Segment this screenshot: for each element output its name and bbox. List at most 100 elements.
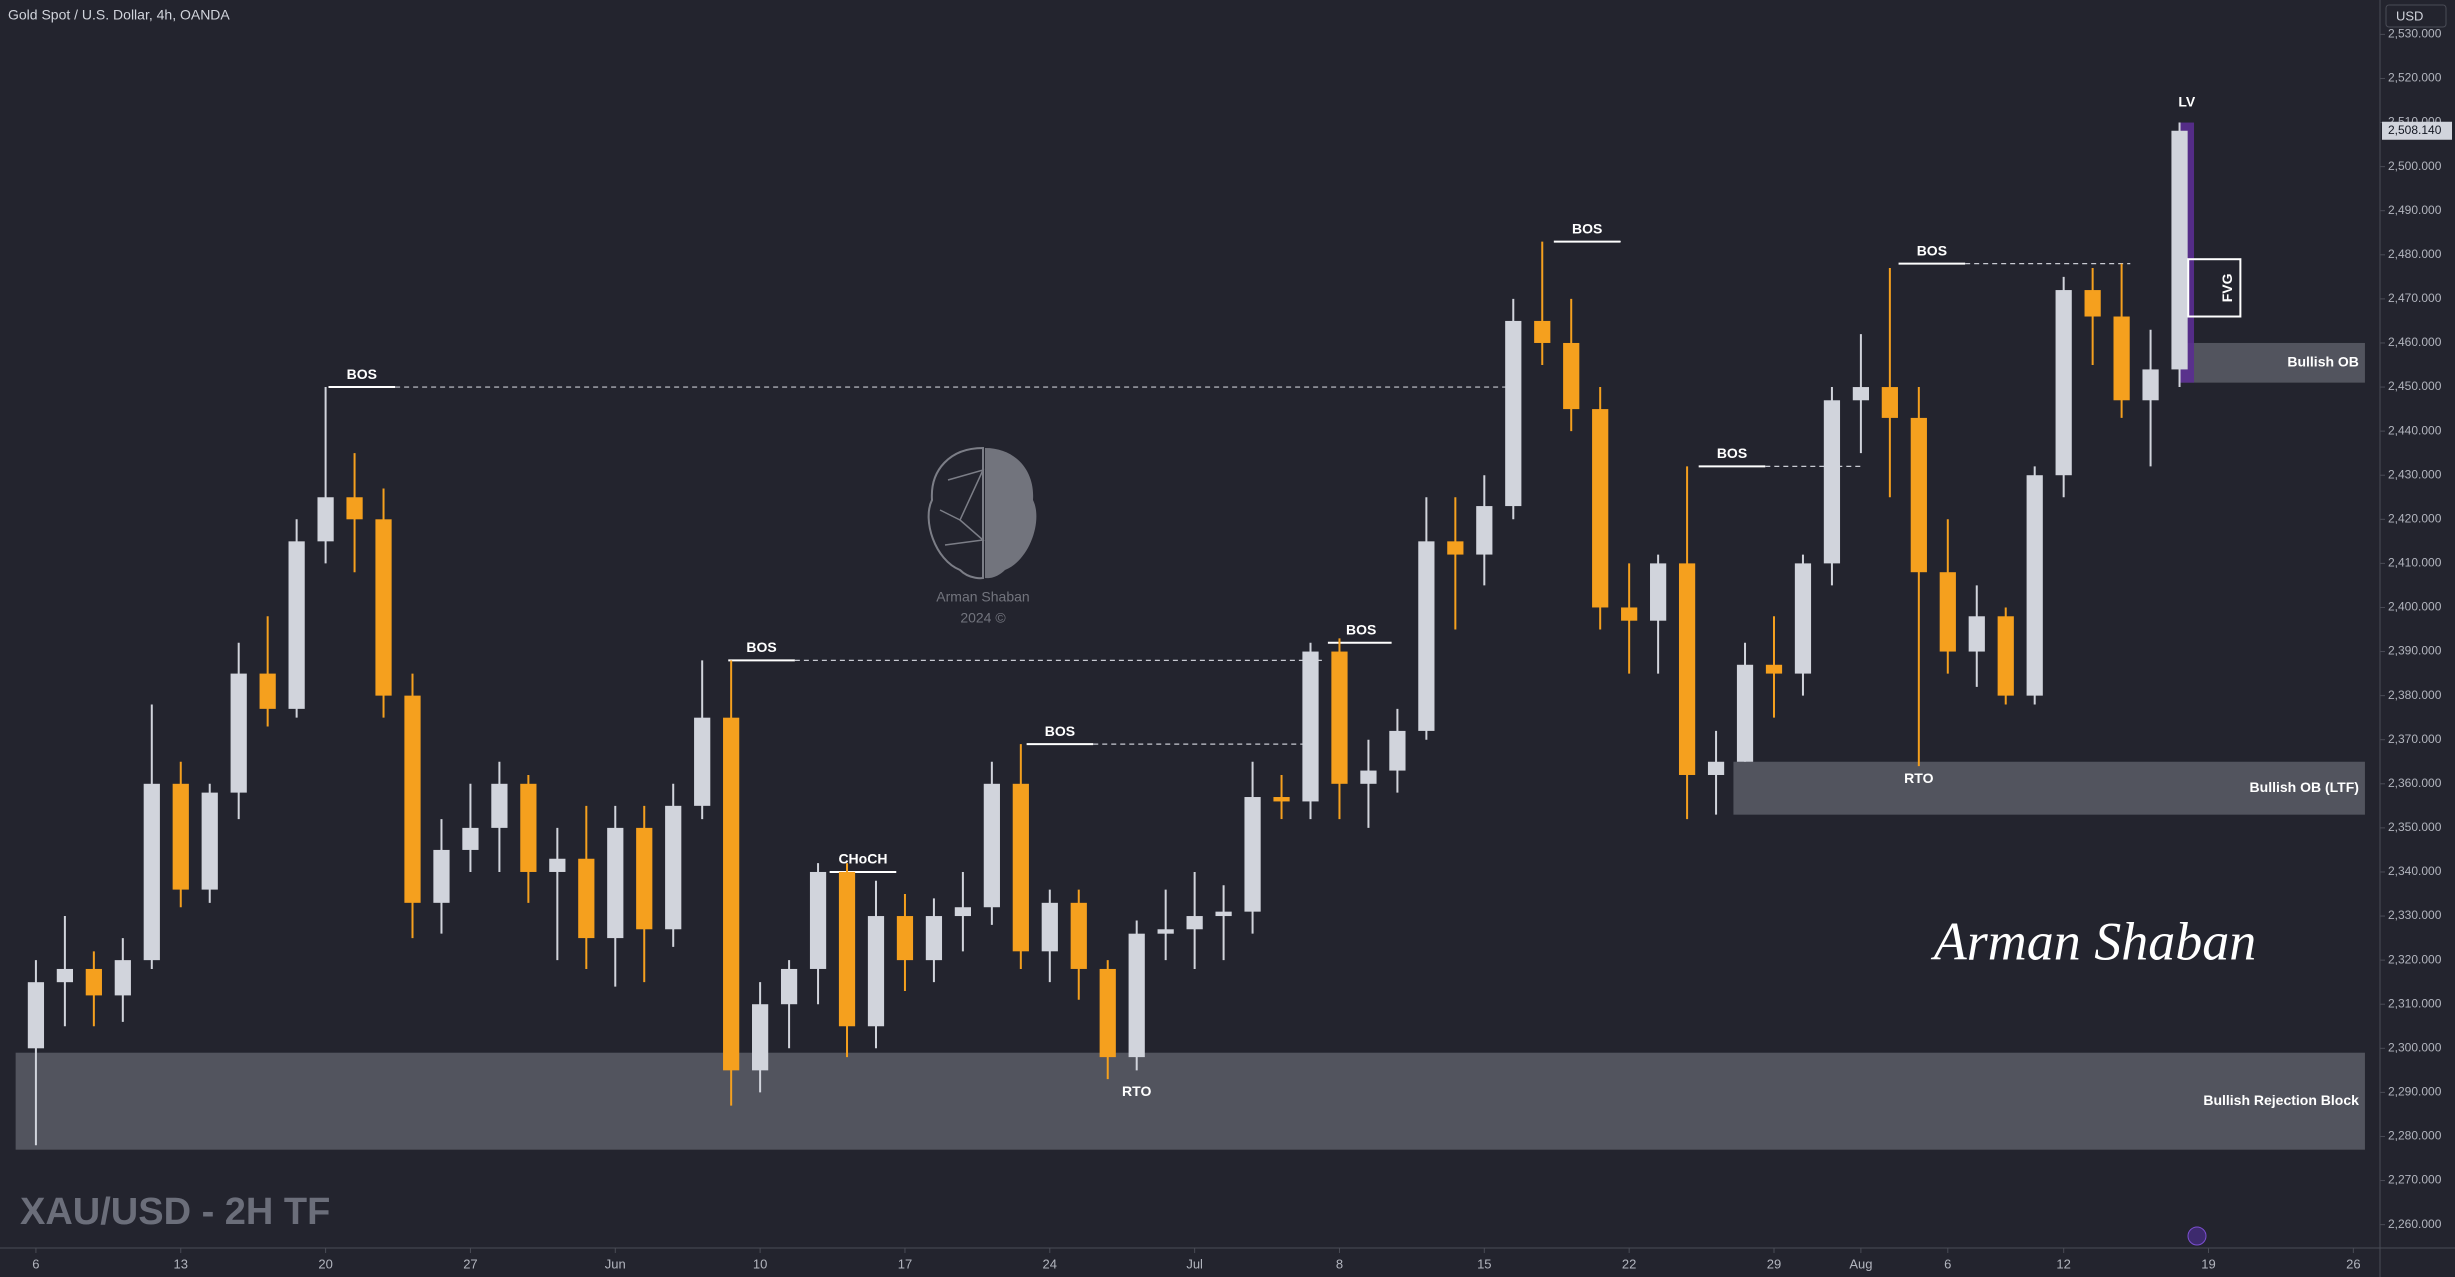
x-tick-label: 20 <box>318 1256 332 1271</box>
y-tick-label: 2,290.000 <box>2388 1085 2442 1099</box>
candle-body <box>27 982 45 1049</box>
x-tick-label: 19 <box>2201 1256 2215 1271</box>
candle-body <box>375 519 392 696</box>
candle-body <box>462 827 479 850</box>
candle-body <box>1244 797 1261 912</box>
y-tick-label: 2,470.000 <box>2388 291 2442 305</box>
candle-body <box>925 916 943 961</box>
y-tick-label: 2,300.000 <box>2388 1040 2442 1054</box>
candle-body <box>1881 387 1898 418</box>
currency: USD <box>2396 8 2423 23</box>
candle-body <box>1852 387 1870 401</box>
x-tick-label: Jun <box>605 1256 626 1271</box>
structure-label: BOS <box>347 366 377 382</box>
y-tick-label: 2,460.000 <box>2388 335 2442 349</box>
candle-body <box>230 673 247 793</box>
x-tick-label: 29 <box>1767 1256 1781 1271</box>
last-price-box <box>2382 121 2452 140</box>
x-tick-label: 6 <box>1944 1256 1951 1271</box>
candle-body <box>1012 783 1029 952</box>
x-tick-label: 12 <box>2056 1256 2070 1271</box>
candle-body <box>404 695 421 903</box>
candle-body <box>520 783 537 872</box>
x-tick-label: 24 <box>1043 1256 1057 1271</box>
candle-body <box>723 717 740 1071</box>
candle-body <box>1621 607 1638 621</box>
candle-body <box>1476 506 1493 555</box>
candle-body <box>896 916 914 961</box>
candle-body <box>1157 929 1174 934</box>
candle-body <box>288 541 305 709</box>
candle-body <box>1794 563 1812 674</box>
axes: 2,260.000 2,270.000 2,280.000 2,290.000 2,30… <box>32 27 2452 1271</box>
point-label: RTO <box>1122 1083 1151 1099</box>
y-tick-label: 2,520.000 <box>2388 71 2442 85</box>
fvg-box <box>2187 258 2242 318</box>
candle-body <box>2171 130 2188 370</box>
candle-body <box>1070 902 1087 969</box>
signature: Arman Shaban <box>1931 911 2257 971</box>
y-tick-label: 2,430.000 <box>2388 467 2442 481</box>
point-label: RTO <box>1904 770 1933 786</box>
x-tick-label: Jul <box>1186 1256 1203 1271</box>
zone-label: Bullish OB <box>2287 354 2359 370</box>
candle-body <box>1823 400 1841 564</box>
y-tick-label: 2,280.000 <box>2388 1129 2442 1143</box>
x-tick-label: 15 <box>1477 1256 1491 1271</box>
y-tick-label: 2,450.000 <box>2388 379 2442 393</box>
x-tick-label: 6 <box>32 1256 39 1271</box>
y-tick-label: 2,360.000 <box>2388 776 2442 790</box>
y-tick-label: 2,530.000 <box>2388 27 2442 41</box>
y-tick-label: 2,310.000 <box>2388 996 2442 1010</box>
logo-lines <box>939 468 985 546</box>
candle-body <box>346 497 363 520</box>
candle-body <box>433 849 450 903</box>
candle-body <box>1186 916 1203 930</box>
zone <box>2179 342 2365 383</box>
candle-body <box>1650 563 1667 621</box>
structure-label: BOS <box>746 639 776 655</box>
structure-label: BOS <box>1045 723 1075 739</box>
x-tick-label: 17 <box>898 1256 912 1271</box>
logo-left <box>927 446 984 580</box>
candle-body <box>1418 541 1435 731</box>
candle-body <box>1736 664 1754 762</box>
candle-body <box>85 968 102 996</box>
zone <box>1733 761 2365 815</box>
candle-body <box>1331 651 1348 784</box>
candle-body <box>1273 797 1290 802</box>
candle-body <box>1389 730 1406 771</box>
candle-body <box>1041 902 1058 952</box>
candle-body <box>752 1004 769 1071</box>
candle-body <box>114 960 131 996</box>
candle-body <box>259 673 276 709</box>
x-tick-label: 22 <box>1622 1256 1636 1271</box>
x-tick-label: 8 <box>1336 1256 1343 1271</box>
y-tick-label: 2,400.000 <box>2388 600 2442 614</box>
candle-body <box>578 858 595 939</box>
candle-body <box>549 858 566 872</box>
zone-label: Bullish OB (LTF) <box>2250 779 2359 795</box>
candle-body <box>1997 616 2014 696</box>
zone-label: Bullish Rejection Block <box>2203 1092 2359 1108</box>
candle-body <box>491 783 508 828</box>
structure-label: CHoCH <box>838 851 887 867</box>
candle-body <box>1707 761 1725 775</box>
candle-body <box>317 497 334 542</box>
logo-right <box>985 448 1037 579</box>
candle-body <box>636 827 653 930</box>
y-tick-label: 2,350.000 <box>2388 820 2442 834</box>
zone <box>15 1052 2365 1150</box>
candle-body <box>1765 664 1783 674</box>
y-tick-label: 2,500.000 <box>2388 159 2442 173</box>
currency-box[interactable] <box>2385 4 2447 28</box>
candle-body <box>172 783 189 890</box>
candle-body <box>1678 563 1696 775</box>
lv-label: LV <box>2178 93 2196 109</box>
y-tick-label: 2,380.000 <box>2388 688 2442 702</box>
alert-icon[interactable] <box>2187 1226 2207 1246</box>
y-tick-label: 2,410.000 <box>2388 556 2442 570</box>
structure-label: BOS <box>1572 220 1602 236</box>
price-axis-bg <box>2380 0 2455 1277</box>
